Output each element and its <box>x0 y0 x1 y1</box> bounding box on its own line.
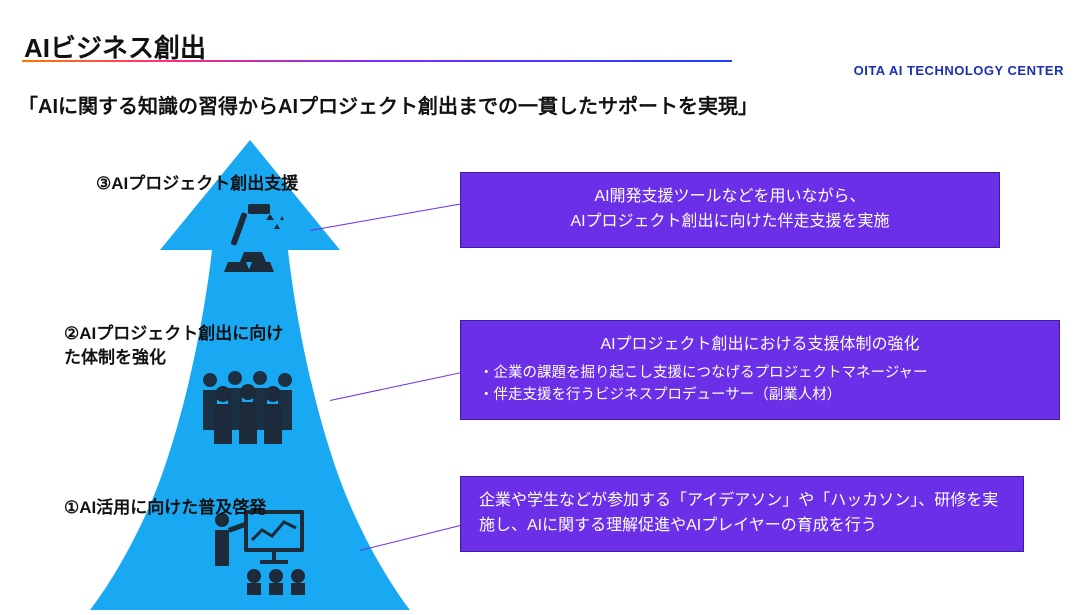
title-underline <box>22 60 732 62</box>
growth-arrow <box>90 140 410 610</box>
step-2-label-line2: た体制を強化 <box>64 348 166 367</box>
step-2-box: AIプロジェクト創出における支援体制の強化 ・企業の課題を掘り起こし支援につなげ… <box>460 320 1060 420</box>
brand-label: OITA AI TECHNOLOGY CENTER <box>854 63 1064 78</box>
step-3-box-line2: AIプロジェクト創出に向けた伴走支援を実施 <box>479 210 981 235</box>
step-3-box-line1: AI開発支援ツールなどを用いながら、 <box>479 185 981 210</box>
step-1-box-text: 企業や学生などが参加する「アイデアソン」や「ハッカソン」、研修を実施し、AIに関… <box>479 489 1005 539</box>
step-2-bullet-1: ・企業の課題を掘り起こし支援につなげるプロジェクトマネージャー <box>479 362 1041 384</box>
step-2-box-title: AIプロジェクト創出における支援体制の強化 <box>479 333 1041 358</box>
step-2-label-line1: ②AIプロジェクト創出に向け <box>64 324 283 343</box>
step-2-bullet-2: ・伴走支援を行うビジネスプロデューサー（副業人材） <box>479 384 1041 406</box>
step-1-label: ①AI活用に向けた普及啓発 <box>64 496 266 520</box>
step-3-label: ③AIプロジェクト創出支援 <box>96 172 298 196</box>
step-2-label: ②AIプロジェクト創出に向け た体制を強化 <box>64 322 324 370</box>
page-subtitle: 「AIに関する知識の習得からAIプロジェクト創出までの一貫したサポートを実現」 <box>18 90 758 119</box>
step-3-box: AI開発支援ツールなどを用いながら、 AIプロジェクト創出に向けた伴走支援を実施 <box>460 172 1000 248</box>
step-1-box: 企業や学生などが参加する「アイデアソン」や「ハッカソン」、研修を実施し、AIに関… <box>460 476 1024 552</box>
